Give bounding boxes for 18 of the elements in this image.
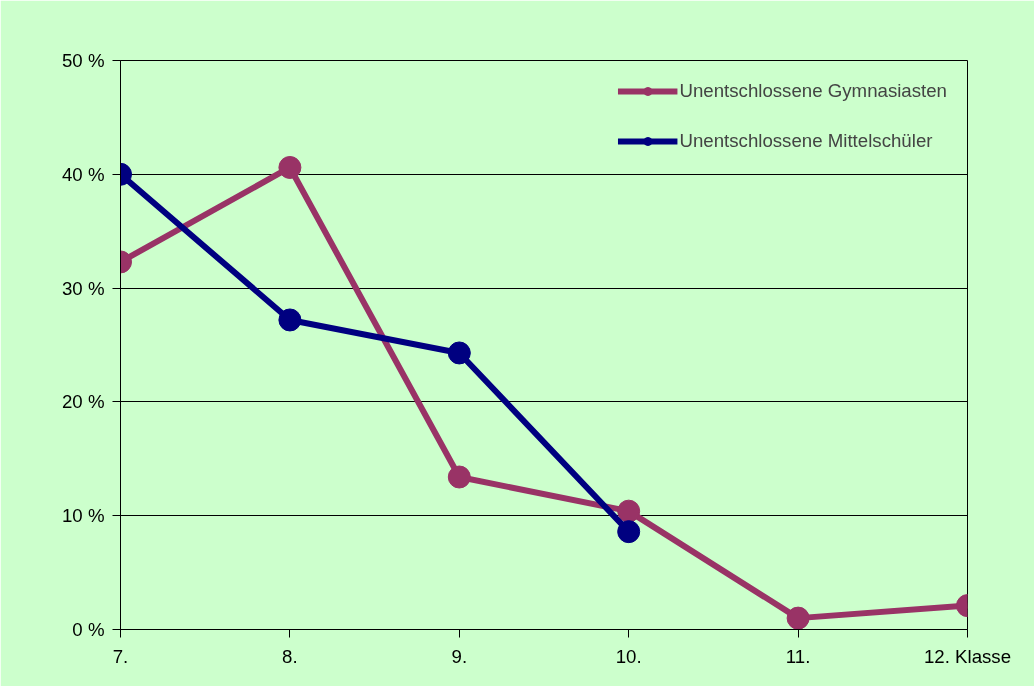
y-tick-label: 20 % (61, 391, 105, 413)
x-tick-label: 7. (112, 645, 129, 667)
point (617, 520, 641, 544)
x-tick-label: 8. (282, 645, 298, 667)
point (447, 465, 471, 489)
x-tick-label: 12. Klasse (923, 645, 1012, 667)
x-tick-label: 11. (785, 645, 811, 667)
x-tick-label: 10. (615, 645, 642, 667)
y-tick-label: 40 % (61, 163, 105, 185)
legend-label: Unentschlossene Gymnasiasten (679, 80, 947, 102)
x-tick-label: 9. (451, 645, 468, 667)
y-tick-label: 50 % (61, 50, 105, 71)
y-tick-label: 0 % (72, 619, 105, 640)
y-tick-label: 30 % (61, 277, 105, 299)
point (617, 499, 641, 523)
legend-label: Unentschlossene Mittelschüler (679, 130, 933, 152)
point (447, 341, 471, 365)
y-tick-label: 10 % (61, 505, 105, 527)
